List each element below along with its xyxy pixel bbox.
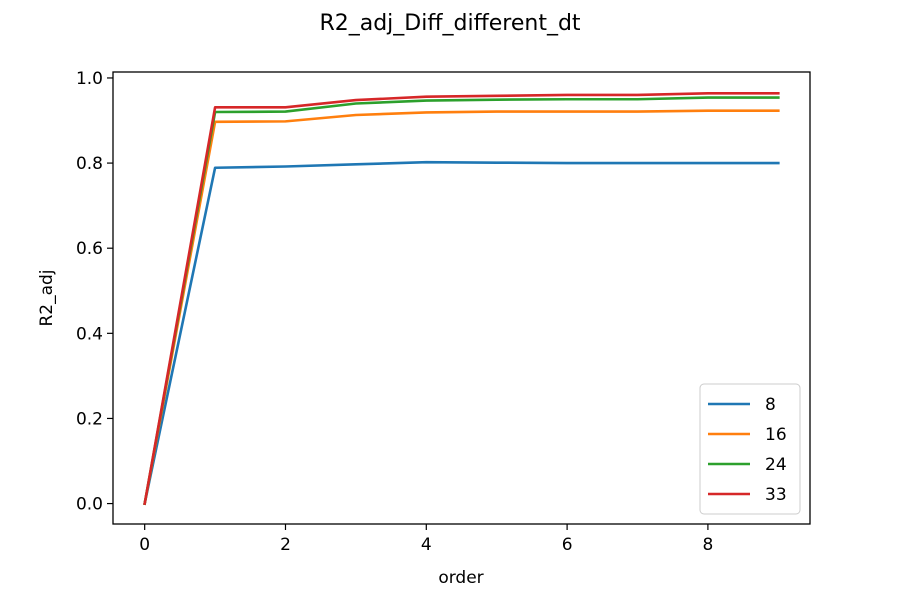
legend-label-24: 24 [765, 455, 787, 475]
x-tick-label: 2 [280, 535, 291, 555]
x-tick-label: 8 [703, 535, 714, 555]
legend: 8 16 24 33 [699, 383, 801, 515]
y-tick-label: 0.8 [76, 154, 103, 174]
y-axis-ticks: 0.0 0.2 0.4 0.6 0.8 1.0 [76, 69, 113, 515]
plot-lines [143, 91, 780, 506]
series-line-24 [143, 96, 780, 506]
x-axis-label: order [438, 568, 483, 588]
legend-label-16: 16 [765, 425, 787, 445]
y-tick-label: 0.0 [76, 495, 103, 515]
x-tick-label: 6 [562, 535, 573, 555]
x-axis-ticks: 0 2 4 6 8 [139, 524, 713, 555]
series-line-16 [143, 109, 780, 506]
y-axis-label: R2_adj [37, 269, 57, 326]
x-tick-label: 4 [421, 535, 432, 555]
legend-label-33: 33 [765, 485, 787, 505]
y-tick-label: 1.0 [76, 69, 103, 89]
legend-label-8: 8 [765, 395, 776, 415]
series-line-8 [143, 160, 780, 506]
y-tick-label: 0.6 [76, 239, 103, 259]
legend-box [699, 383, 801, 515]
y-tick-label: 0.4 [76, 324, 103, 344]
axes-frame [112, 71, 811, 525]
y-tick-label: 0.2 [76, 409, 103, 429]
x-tick-label: 0 [139, 535, 150, 555]
chart-title: R2_adj_Diff_different_dt [319, 11, 580, 36]
series-line-33 [143, 91, 780, 506]
